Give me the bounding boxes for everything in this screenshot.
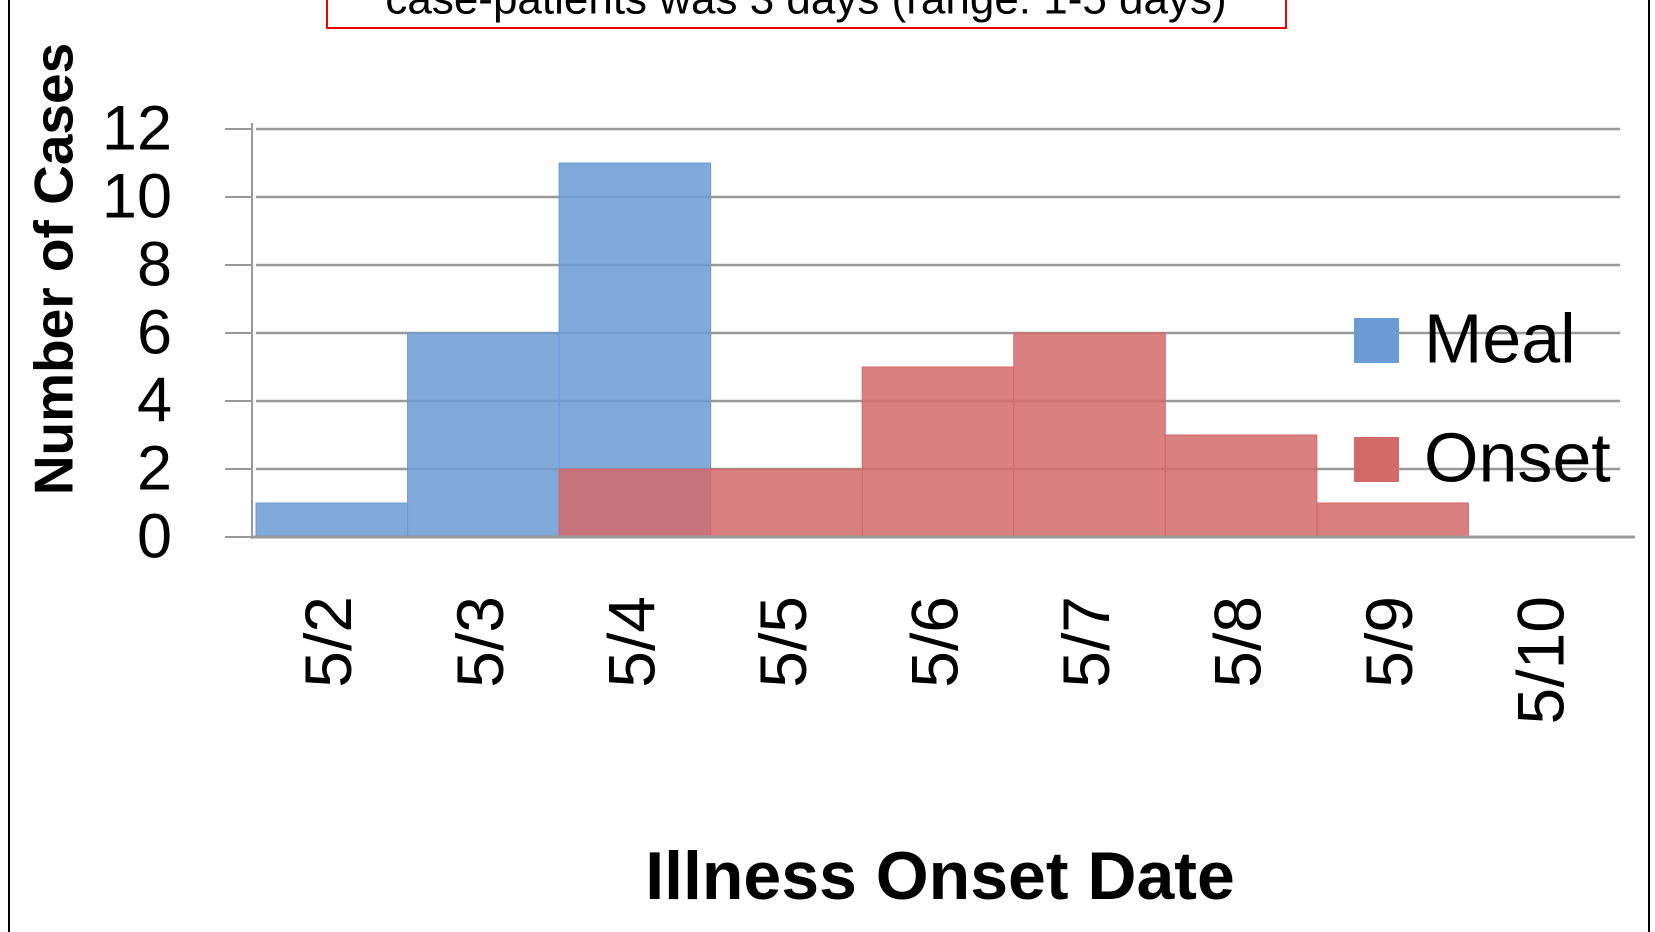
x-tick-label: 5/8 xyxy=(1201,596,1275,688)
x-tick-label: 5/5 xyxy=(746,596,820,688)
y-tick-label: 4 xyxy=(137,366,172,436)
x-tick-label: 5/10 xyxy=(1504,596,1578,724)
bar xyxy=(1316,502,1469,538)
x-tick-label: 5/9 xyxy=(1352,596,1426,688)
frame xyxy=(8,0,1650,932)
y-tick-label: 8 xyxy=(137,230,172,300)
bar xyxy=(710,468,863,538)
bar xyxy=(1013,332,1166,538)
y-tick-label: 12 xyxy=(102,94,172,164)
annotation: case-patients was 3 days (range: 1-5 day… xyxy=(385,0,1226,24)
legend-swatch xyxy=(1354,318,1399,363)
bar xyxy=(861,366,1015,538)
x-tick-label: 5/4 xyxy=(594,596,668,688)
y-tick-label: 0 xyxy=(137,502,172,572)
x-tick-label: 5/3 xyxy=(443,596,517,688)
legend-label: Onset xyxy=(1424,418,1611,496)
y-tick-label: 10 xyxy=(102,162,172,232)
legend-label: Meal xyxy=(1424,299,1576,377)
y-axis-title: Number of Cases xyxy=(23,43,85,495)
x-tick-label: 5/2 xyxy=(291,596,365,688)
x-tick-label: 5/7 xyxy=(1049,596,1123,688)
bar xyxy=(255,502,409,538)
bar xyxy=(558,468,712,538)
bar xyxy=(407,332,560,538)
x-tick-label: 5/6 xyxy=(897,596,971,688)
bar xyxy=(1164,434,1318,538)
x-axis-title: Illness Onset Date xyxy=(645,838,1235,914)
legend-swatch xyxy=(1354,437,1399,482)
y-tick-label: 6 xyxy=(137,298,172,368)
y-tick-label: 2 xyxy=(137,434,172,504)
annotation-box xyxy=(326,0,1287,29)
